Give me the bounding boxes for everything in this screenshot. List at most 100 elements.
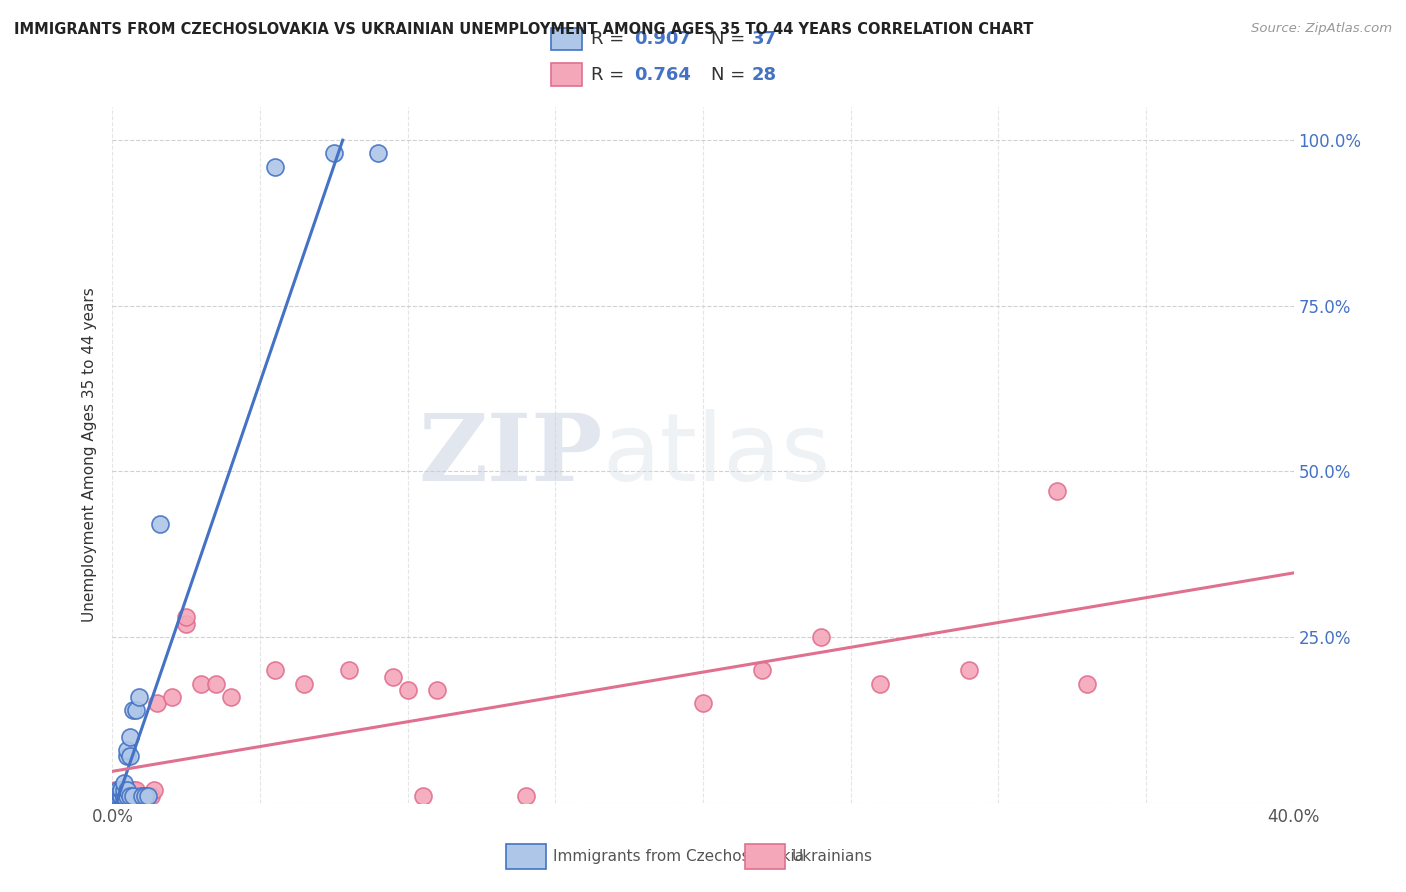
Point [117, 749, 138, 764]
Point [122, 703, 145, 717]
Text: ZIP: ZIP [419, 410, 603, 500]
FancyBboxPatch shape [551, 28, 582, 51]
Point [136, 789, 159, 804]
Point [396, 683, 419, 698]
Point [120, 789, 142, 804]
Point [125, 703, 148, 717]
Point [382, 670, 405, 684]
Y-axis label: Unemployment Among Ages 35 to 44 years: Unemployment Among Ages 35 to 44 years [82, 287, 97, 623]
Point [104, 782, 127, 797]
Point [1076, 676, 1098, 690]
Point [112, 789, 135, 804]
Point [142, 782, 165, 797]
Point [692, 697, 714, 711]
Point [110, 789, 132, 804]
Point [264, 663, 287, 677]
Point [411, 789, 433, 804]
Point [120, 749, 142, 764]
Point [264, 160, 287, 174]
Text: Source: ZipAtlas.com: Source: ZipAtlas.com [1251, 22, 1392, 36]
Point [120, 730, 142, 744]
Point [120, 782, 142, 797]
Point [107, 789, 129, 804]
Point [136, 789, 159, 804]
Point [515, 789, 537, 804]
Point [205, 676, 228, 690]
Point [1046, 484, 1069, 499]
Text: IMMIGRANTS FROM CZECHOSLOVAKIA VS UKRAINIAN UNEMPLOYMENT AMONG AGES 35 TO 44 YEA: IMMIGRANTS FROM CZECHOSLOVAKIA VS UKRAIN… [14, 22, 1033, 37]
Point [120, 789, 142, 804]
FancyBboxPatch shape [551, 63, 582, 87]
Point [292, 676, 315, 690]
Text: 28: 28 [752, 66, 776, 84]
Point [117, 789, 138, 804]
Point [104, 789, 127, 804]
Point [810, 630, 832, 644]
Point [112, 782, 135, 797]
Point [110, 782, 132, 797]
Point [107, 786, 129, 800]
Point [160, 690, 183, 704]
Point [134, 789, 156, 804]
Point [219, 690, 242, 704]
Text: Immigrants from Czechoslovakia: Immigrants from Czechoslovakia [553, 849, 804, 863]
Text: 37: 37 [752, 30, 776, 48]
Point [122, 789, 145, 804]
Text: Ukrainians: Ukrainians [792, 849, 873, 863]
Point [125, 782, 148, 797]
Point [110, 789, 132, 804]
Point [174, 610, 197, 624]
Point [110, 789, 132, 804]
Point [122, 782, 145, 797]
Point [104, 789, 127, 804]
Point [112, 782, 135, 797]
Point [869, 676, 891, 690]
Point [957, 663, 980, 677]
Point [367, 146, 389, 161]
Point [174, 616, 197, 631]
Point [122, 789, 145, 804]
Point [139, 789, 162, 804]
Text: R =: R = [591, 66, 630, 84]
Point [112, 789, 135, 804]
Point [107, 782, 129, 797]
Point [134, 789, 156, 804]
Point [104, 786, 127, 800]
Point [107, 782, 129, 797]
Text: N =: N = [711, 66, 751, 84]
Point [128, 789, 150, 804]
Point [117, 789, 138, 804]
Point [146, 697, 169, 711]
Text: 0.764: 0.764 [634, 66, 690, 84]
Text: 0.907: 0.907 [634, 30, 690, 48]
Point [110, 789, 132, 804]
Text: R =: R = [591, 30, 630, 48]
Point [107, 789, 129, 804]
Point [117, 743, 138, 757]
Point [125, 789, 148, 804]
Text: atlas: atlas [603, 409, 831, 501]
Point [149, 517, 172, 532]
Point [112, 776, 135, 790]
Text: N =: N = [711, 30, 751, 48]
Point [110, 789, 132, 804]
Point [751, 663, 773, 677]
Point [117, 789, 138, 804]
Point [190, 676, 212, 690]
Point [337, 663, 360, 677]
Point [128, 690, 150, 704]
Point [104, 789, 127, 804]
Point [323, 146, 346, 161]
Point [112, 789, 135, 804]
Point [107, 789, 129, 804]
Point [131, 789, 153, 804]
Point [131, 789, 153, 804]
Point [110, 789, 132, 804]
Point [110, 782, 132, 797]
Point [117, 782, 138, 797]
Point [426, 683, 449, 698]
Point [107, 789, 129, 804]
Point [110, 782, 132, 797]
Point [104, 789, 127, 804]
Point [117, 782, 138, 797]
